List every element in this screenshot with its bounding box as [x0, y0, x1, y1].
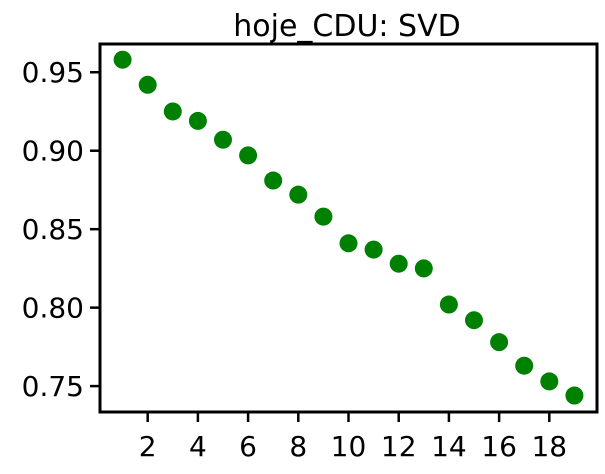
data-point: [515, 356, 534, 375]
x-tick-label: 2: [139, 430, 157, 463]
x-tick-label: 10: [331, 430, 367, 463]
y-tick-label: 0.80: [22, 292, 84, 325]
y-tick-label: 0.95: [22, 56, 84, 89]
x-tick-label: 18: [531, 430, 567, 463]
data-point: [213, 130, 232, 149]
plot-frame: [98, 42, 599, 414]
x-axis-ticks: 2 4 6 8 10 12 14 16 18: [139, 412, 567, 463]
x-tick-label: 14: [431, 430, 467, 463]
data-point: [414, 259, 433, 278]
data-point: [565, 386, 584, 405]
data-point: [364, 240, 383, 259]
data-point: [239, 146, 258, 165]
data-point: [540, 372, 559, 391]
data-point: [465, 311, 484, 330]
data-point: [314, 207, 333, 226]
y-axis-ticks: 0.75 0.80 0.85 0.90 0.95: [22, 56, 100, 403]
x-tick-label: 16: [481, 430, 517, 463]
data-point: [188, 111, 207, 130]
x-tick-label: 4: [189, 430, 207, 463]
data-point: [163, 102, 182, 121]
data-point: [289, 185, 308, 204]
chart-title: hoje_CDU: SVD: [233, 9, 460, 44]
y-tick-label: 0.75: [22, 370, 84, 403]
x-tick-label: 8: [289, 430, 307, 463]
data-point: [138, 75, 157, 94]
y-tick-label: 0.90: [22, 135, 84, 168]
data-point: [439, 295, 458, 314]
data-point: [264, 171, 283, 190]
x-tick-label: 6: [239, 430, 257, 463]
data-point: [490, 333, 509, 352]
data-point: [339, 234, 358, 253]
data-point: [389, 254, 408, 273]
data-point: [113, 50, 132, 69]
x-tick-label: 12: [381, 430, 417, 463]
y-tick-label: 0.85: [22, 213, 84, 246]
points-layer: [113, 50, 584, 405]
